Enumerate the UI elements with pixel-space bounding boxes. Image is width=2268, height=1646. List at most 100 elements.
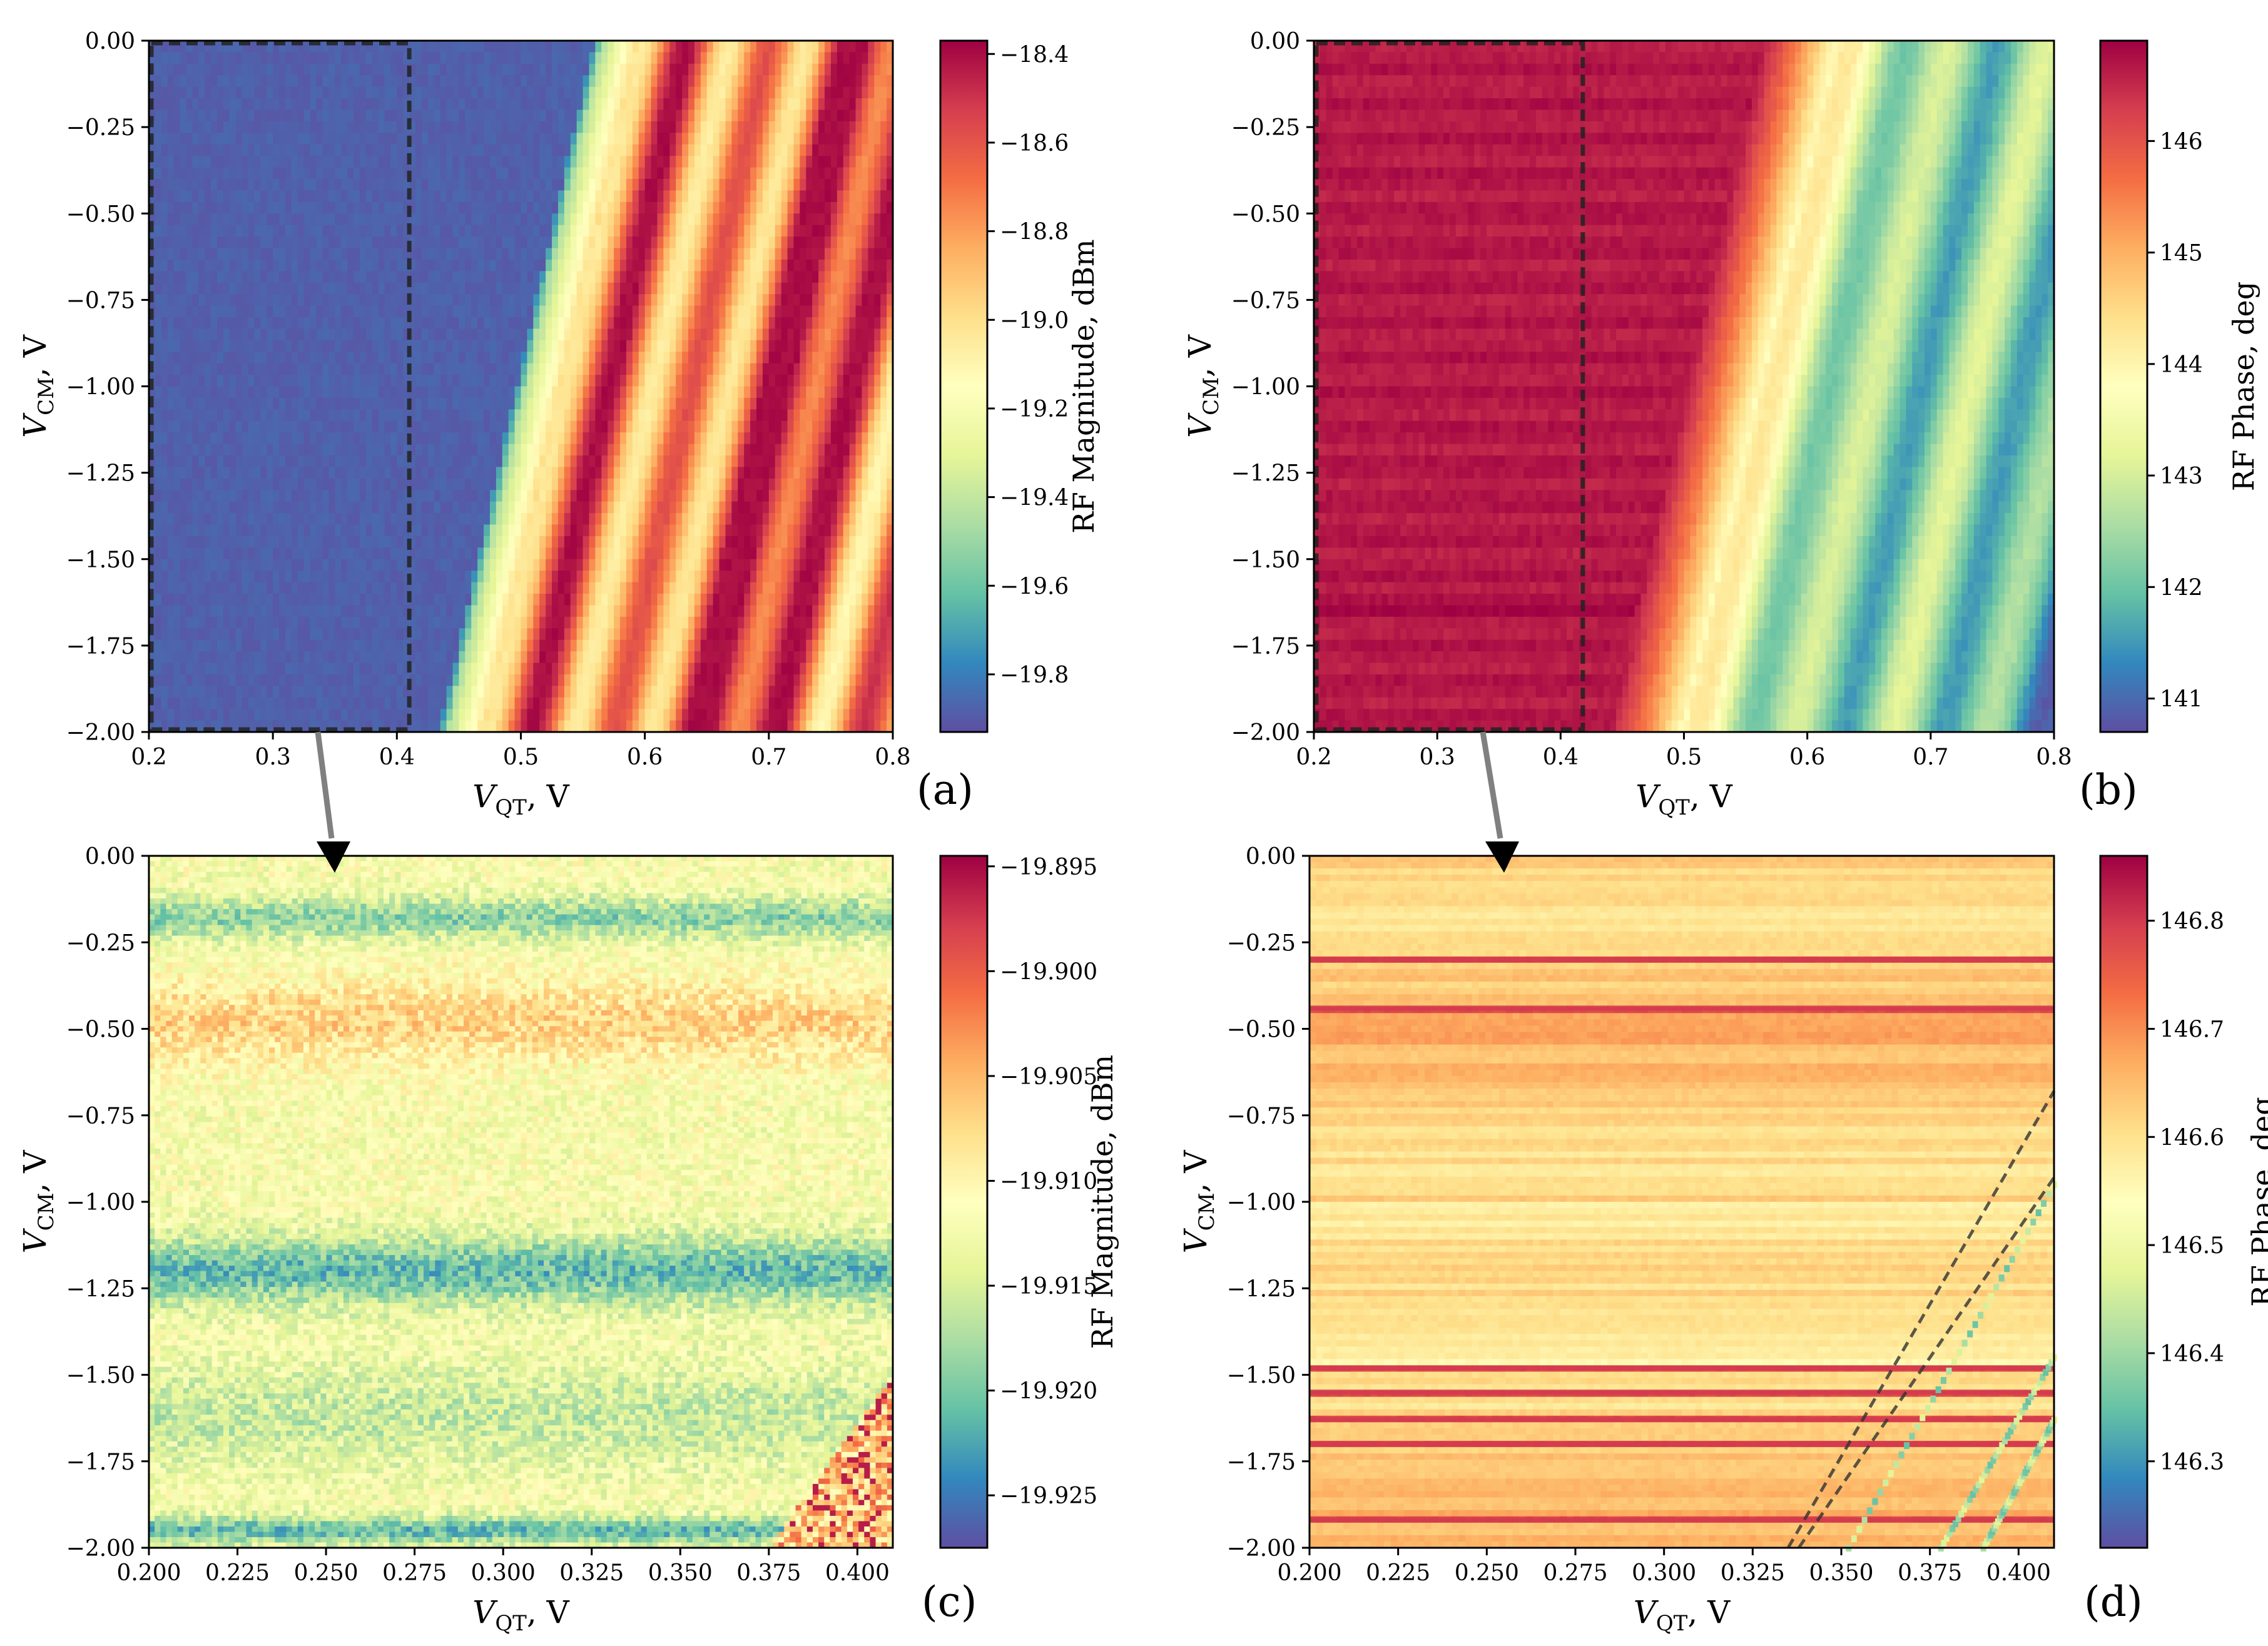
y-tick-label: 0.00 [1250,29,1300,54]
y-tick-label: −0.75 [66,288,135,313]
transition-dot [1914,1423,1920,1431]
transition-dot [1961,1339,1968,1347]
transition-dot [1956,1349,1963,1356]
colorbar-tick-label: −19.6 [1000,574,1069,599]
colorbar-tick-label: −19.900 [1000,959,1097,985]
transition-dot [2008,1427,2014,1435]
x-tick-label: 0.250 [1455,1560,1519,1586]
y-tick-label: −0.75 [1231,288,1300,313]
colorbar-label: RF Phase, deg [2245,1097,2268,1306]
zoom-arrow-a-to-c [315,731,335,839]
transition-dot [1856,1526,1863,1533]
transition-dot [2002,1437,2008,1445]
transition-dot [1987,1461,1993,1469]
x-tick-label: 0.300 [471,1560,536,1586]
transition-dot [2037,1378,2043,1386]
colorbar-tick-label: −19.910 [1000,1169,1097,1194]
transition-dot [1941,1540,1947,1547]
colorbar-tick-label: −18.4 [1000,42,1069,68]
zoom-arrowhead-a [317,841,350,873]
axes-c: 0.200 0.225 0.250 0.275 0.300 0.325 0.350 0.375… [17,844,894,1636]
y-tick-label: −0.25 [1227,930,1296,956]
heatmap-d [1309,856,2055,1548]
transition-dot [1958,1510,1965,1518]
x-tick-label: 0.5 [1666,744,1702,770]
x-tick-label: 0.400 [1986,1560,2051,1586]
transition-dot [1970,1491,1976,1498]
x-tick-label: 0.200 [116,1560,181,1586]
colorbar-d: 146.3 146.4 146.5 146.6 146.7 146.8 RF Phase, … [2099,855,2268,1549]
x-axis-label: VQT, V [1634,1594,1731,1636]
colorbar-tick-label: 146.7 [2160,1017,2224,1043]
transition-dot [1973,1486,1979,1493]
transition-dot [1951,1358,1957,1366]
transition-dot [1981,1471,1988,1478]
transition-dot [1967,1330,1973,1338]
colorbar-tick-label: 146.5 [2160,1233,2224,1259]
transition-dot [2025,1227,2031,1235]
transition-dot [2015,1246,2020,1254]
x-tick-label: 0.300 [1632,1560,1696,1586]
transition-dot [2009,1256,2015,1263]
transition-dot [1985,1466,1991,1474]
axes-b: 0.2 0.3 0.4 0.5 0.6 0.7 0.8 0.00 −0.25 −0.50 −0.75… [1182,29,2072,820]
colorbar-label: RF Magnitude, dBm [1067,239,1101,533]
panel-c: 0.200 0.225 0.250 0.275 0.300 0.325 0.350 0.375… [17,844,1119,1636]
x-tick-label: 0.6 [627,744,663,770]
transition-dot [2035,1209,2042,1216]
x-tick-label: 0.350 [648,1560,713,1586]
y-axis-label: VCM, V [1177,1150,1219,1254]
panel-d: 0.200 0.225 0.250 0.275 0.300 0.325 0.350 0.375… [1177,844,2268,1636]
transition-dot [1967,1496,1973,1503]
transition-dot [1893,1461,1899,1468]
transition-dot [1872,1498,1878,1505]
x-tick-label: 0.6 [1789,744,1825,770]
colorbar-label: RF Magnitude, dBm [1086,1055,1119,1349]
y-tick-label: −2.00 [1227,1536,1296,1562]
transition-dot [2028,1393,2034,1401]
y-tick-label: −1.25 [66,1276,135,1302]
transition-dot [2030,1218,2037,1226]
y-tick-label: −1.00 [1227,1190,1296,1216]
transition-dot [1978,1311,1983,1319]
colorbar-tick-label: 146.3 [2160,1450,2224,1475]
colorbar-a: −18.4 −18.6 −18.8 −19.0 −19.2 −19.4 −19.6 −19.8… [939,39,1101,733]
transition-dot [1946,1368,1952,1375]
axes-d: 0.200 0.225 0.250 0.275 0.300 0.325 0.350 0.375… [1177,844,2055,1636]
colorbar-tick-label: 146.6 [2160,1125,2224,1151]
transition-dot [1996,1447,2002,1454]
x-tick-label: 0.225 [1366,1560,1430,1586]
y-tick-label: −2.00 [66,720,135,746]
transition-dot [1950,1525,1956,1532]
zoom-box [149,41,412,732]
y-tick-label: −0.50 [1227,1017,1296,1043]
transition-dot [1883,1479,1889,1486]
y-tick-label: −1.75 [1227,1450,1296,1475]
y-tick-label: −1.75 [66,1450,135,1475]
colorbar-tick-label: 143 [2160,464,2203,489]
panel-label-b: (b) [2079,766,2138,814]
dashed-guide-line [1797,1176,2056,1549]
zoom-box-a [149,41,412,732]
transition-dot [1946,1530,1953,1537]
dark-line [1309,1389,2054,1395]
transition-dot [2013,1418,2020,1425]
x-tick-label: 0.350 [1809,1560,1873,1586]
transition-dot [2004,1265,2010,1273]
colorbar-tick-label: 146 [2160,129,2203,155]
zoom-box-b [1314,41,1585,732]
transition-dot [1955,1515,1961,1523]
transition-dot [2043,1369,2049,1376]
colorbar-tick-label: 141 [2160,687,2203,713]
colorbar-tick-label: −19.925 [1000,1483,1097,1509]
transition-dot [1920,1414,1926,1421]
zoom-box [1314,41,1585,732]
transition-dot [1993,1284,2000,1291]
x-tick-label: 0.200 [1277,1560,1341,1586]
transition-dot [1909,1433,1915,1440]
transition-dot [1930,1395,1936,1403]
y-tick-label: −0.75 [66,1104,135,1129]
transition-dot [2045,1364,2052,1371]
transition-dot [1972,1321,1978,1328]
